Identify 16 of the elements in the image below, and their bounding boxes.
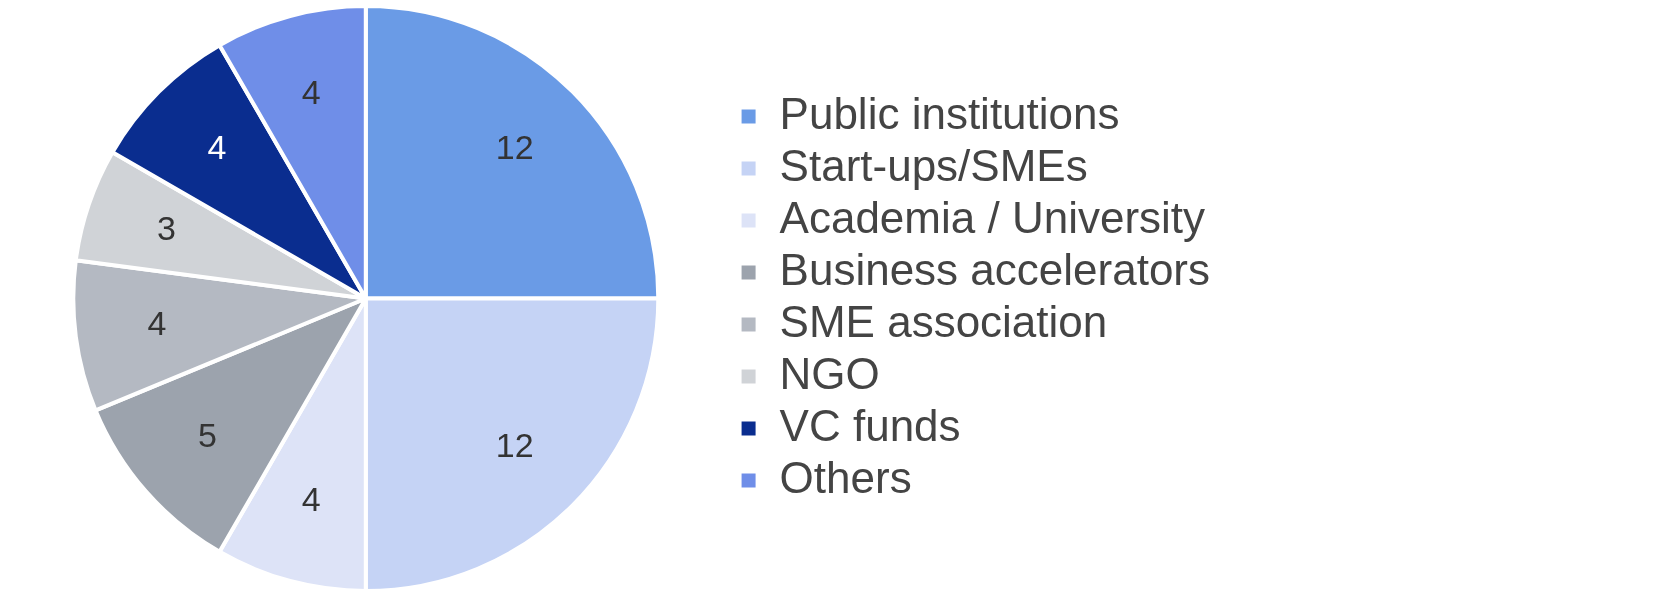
data-label: 12: [495, 127, 534, 166]
legend-label: NGO: [779, 348, 880, 398]
legend-label: Public institutions: [779, 88, 1120, 138]
data-label: 4: [301, 73, 321, 112]
data-label: 12: [495, 425, 534, 464]
data-label: 4: [301, 480, 321, 519]
data-label: 4: [207, 127, 227, 166]
legend-label: Others: [779, 452, 912, 502]
legend-label: SME association: [779, 296, 1108, 346]
data-label: 4: [147, 304, 167, 343]
legend-label: Business accelerators: [779, 244, 1210, 294]
data-label: 3: [156, 209, 176, 248]
legend-label: Start-ups/SMEs: [779, 140, 1088, 190]
data-label: 5: [197, 415, 217, 454]
legend-label: Academia / University: [779, 192, 1206, 242]
legend-label: VC funds: [779, 400, 961, 450]
